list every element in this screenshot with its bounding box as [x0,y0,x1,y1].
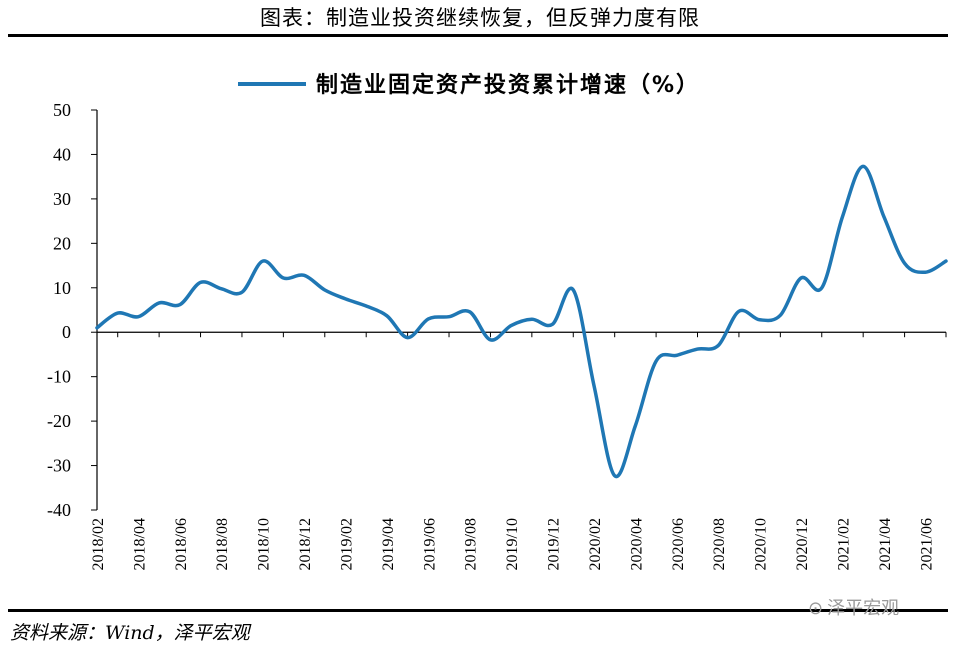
y-tick-label: 10 [53,278,71,298]
chart-legend: 制造业固定资产投资累计增速（%） [238,72,700,98]
x-tick-label: 2021/02 [835,518,852,570]
x-tick-label: 2018/12 [297,518,314,570]
legend-label: 制造业固定资产投资累计增速（%） [316,72,700,98]
y-tick-label: -30 [47,456,71,476]
x-tick-label: 2019/12 [546,518,563,570]
x-tick-label: 2018/02 [90,518,107,570]
x-axis: 2018/02 2018/04 2018/06 2018/08 2018/10 2018/… [90,331,947,570]
x-tick-label: 2019/10 [504,518,521,570]
y-tick-label: 30 [53,189,71,209]
x-tick-label: 2020/06 [670,518,687,570]
watermark: ⊙ 泽平宏观 [808,594,899,620]
x-tick-label: 2018/06 [173,518,190,570]
x-tick-label: 2020/08 [711,518,728,570]
x-tick-label: 2018/10 [256,518,273,570]
bottom-rule [8,609,948,612]
y-tick-label: 40 [53,144,71,164]
series-line [95,164,948,479]
y-tick-label: 0 [62,322,71,342]
y-tick-label: 20 [53,233,71,253]
line-chart: 制造业固定资产投资累计增速（%） 50 40 30 20 10 0 -10 -20 -30 -40… [47,72,948,570]
x-tick-label: 2019/04 [380,518,397,570]
wechat-icon: ⊙ [808,598,824,619]
x-tick-label: 2021/04 [877,518,894,570]
y-tick-label: -10 [47,367,71,387]
x-tick-label: 2018/04 [131,518,148,570]
x-tick-label: 2019/08 [463,518,480,570]
top-rule [8,34,948,37]
figure-title: 图表：制造业投资继续恢复，但反弹力度有限 [260,6,700,30]
x-tick-label: 2019/06 [421,518,438,570]
x-tick-label: 2020/04 [628,518,645,570]
y-axis: 50 40 30 20 10 0 -10 -20 -30 -40 [47,100,98,520]
x-tick-label: 2018/08 [214,518,231,570]
source-note: 资料来源：Wind，泽平宏观 [10,622,250,644]
watermark-text: 泽平宏观 [827,598,900,619]
x-tick-label: 2020/10 [753,518,770,570]
x-tick-label: 2020/02 [587,518,604,570]
x-tick-label: 2021/06 [918,518,935,570]
plot-area [95,164,948,479]
y-tick-label: -40 [47,500,71,520]
y-tick-label: 50 [53,100,71,120]
y-tick-label: -20 [47,411,71,431]
x-tick-label: 2020/12 [794,518,811,570]
x-tick-label: 2019/02 [338,518,355,570]
